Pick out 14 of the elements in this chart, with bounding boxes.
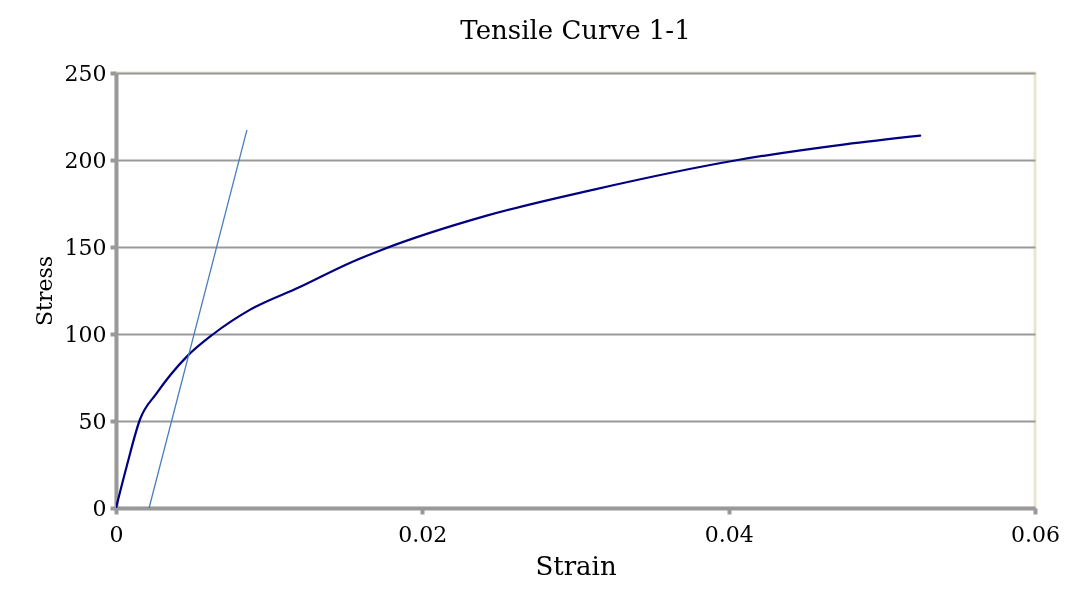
y-tick-label: 200 [64, 147, 107, 173]
x-tick-label: 0.06 [1011, 521, 1060, 547]
y-tick-label: 100 [64, 321, 107, 347]
x-axis-title: Strain [535, 550, 617, 581]
y-tick-label: 250 [64, 60, 107, 86]
y-tick-label: 0 [92, 495, 107, 521]
line-series [116, 134, 922, 508]
y-tick-label: 50 [78, 408, 107, 434]
y-axis-title: Stress [31, 255, 57, 327]
x-tick-label: 0 [109, 521, 124, 547]
x-tick-label: 0.02 [398, 521, 448, 547]
y-tick-label: 150 [64, 234, 107, 260]
chart-title: Tensile Curve 1-1 [460, 15, 691, 45]
x-tick-label: 0.04 [704, 521, 754, 547]
